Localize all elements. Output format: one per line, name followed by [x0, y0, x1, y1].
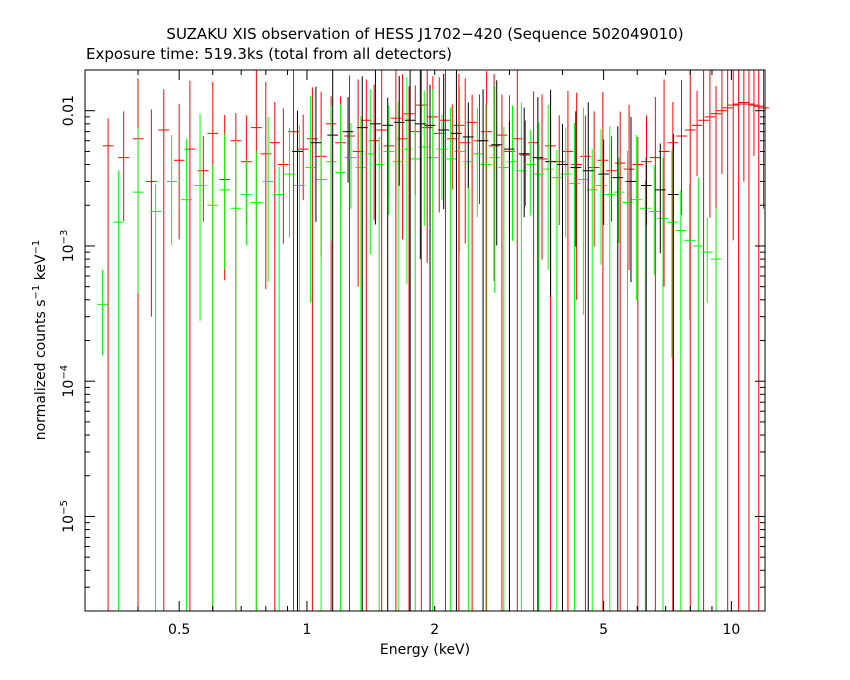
y-tick-exponent: −4 [59, 365, 70, 380]
y-tick-exponent: −3 [59, 230, 70, 245]
data-layer [97, 70, 769, 611]
chart-subtitle: Exposure time: 519.3ks (total from all d… [86, 45, 452, 63]
y-tick-label: 10−5 [59, 500, 77, 533]
x-tick-label: 1 [302, 622, 311, 638]
y-tick-label: 0.01 [61, 95, 77, 126]
y-tick-label: 10−4 [59, 365, 77, 398]
y-tick-exponent: −5 [59, 500, 70, 515]
x-tick-label: 10 [722, 622, 740, 638]
y-tick-base: 10 [61, 380, 77, 398]
y-axis-label-exp1: −1 [31, 285, 42, 300]
y-tick-base: 10 [61, 244, 77, 262]
y-tick-base: 10 [61, 515, 77, 533]
x-tick-label: 2 [430, 622, 439, 638]
series-1 [97, 77, 722, 611]
x-tick-label: 0.5 [168, 622, 190, 638]
y-axis-label-exp2: −1 [31, 240, 42, 255]
y-axis-label: normalized counts s−1 keV−1 [31, 240, 49, 441]
y-axis-label-unit: keV [33, 254, 49, 285]
tick-marks [84, 69, 765, 612]
x-axis-label: Energy (keV) [380, 642, 470, 658]
x-tick-label: 5 [599, 622, 608, 638]
y-axis-label-main: normalized counts s [33, 299, 49, 440]
y-tick-label: 10−3 [59, 230, 77, 263]
chart-title: SUZAKU XIS observation of HESS J1702−420… [166, 25, 683, 43]
series-2 [292, 70, 679, 611]
